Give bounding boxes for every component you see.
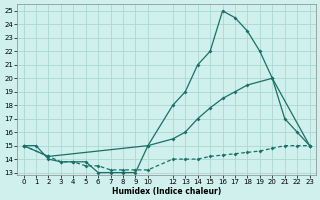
X-axis label: Humidex (Indice chaleur): Humidex (Indice chaleur) xyxy=(112,187,221,196)
